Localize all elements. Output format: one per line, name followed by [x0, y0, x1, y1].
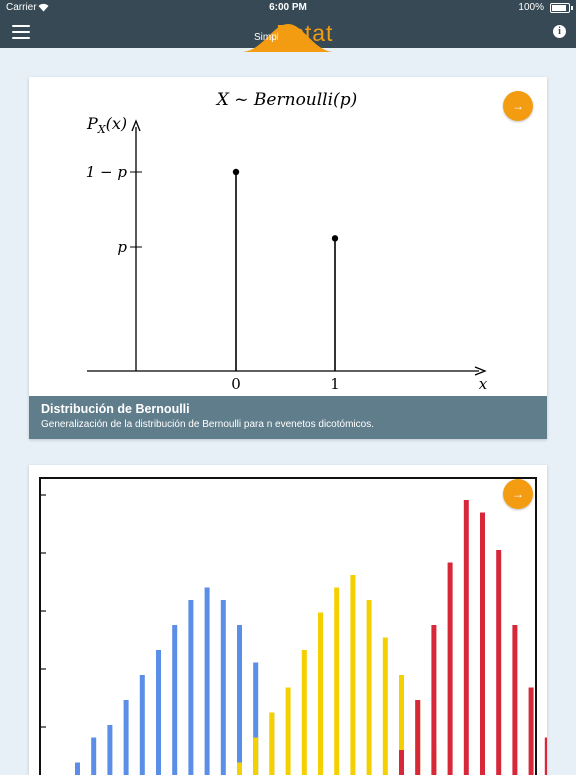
histogram-chart — [29, 465, 547, 775]
y-tick-label: p — [117, 238, 127, 256]
histogram-bar — [512, 625, 517, 775]
clock: 6:00 PM — [0, 2, 576, 13]
x-tick-label: 1 — [330, 375, 340, 393]
chart-stems — [233, 169, 338, 371]
status-bar: Carrier 6:00 PM 100% — [0, 0, 576, 16]
x-tick-label: 0 — [231, 375, 241, 393]
histogram-bar — [496, 550, 501, 775]
card-caption: Distribución de Bernoulli Generalización… — [29, 396, 547, 439]
stem-point — [233, 169, 239, 175]
histogram-bar — [91, 738, 96, 775]
card-title: Distribución de Bernoulli — [41, 402, 190, 416]
x-axis-label: x — [479, 375, 488, 393]
card-subtitle: Generalización de la distribución de Ber… — [41, 419, 374, 430]
nav-bar: Simpl Estat i — [0, 16, 576, 48]
chart-heading: X ~ Bernoulli(p) — [215, 90, 357, 110]
app-logo: Simpl Estat — [243, 22, 333, 54]
histogram-bar — [75, 763, 80, 775]
y-axis-label: PX(x) — [86, 114, 127, 136]
open-card-button[interactable]: → — [503, 479, 533, 509]
histogram-bar — [140, 675, 145, 775]
histogram-bar — [124, 700, 129, 775]
histogram-bar — [237, 763, 242, 775]
histogram-bar — [529, 688, 534, 775]
open-card-button[interactable]: → — [503, 91, 533, 121]
histogram-bar — [415, 700, 420, 775]
menu-icon[interactable] — [12, 25, 30, 39]
histogram-bar — [205, 588, 210, 775]
histogram-bar — [172, 625, 177, 775]
histogram-bar — [286, 688, 291, 775]
stem-point — [332, 235, 338, 241]
histogram-bar — [448, 563, 453, 775]
histogram-bar — [318, 613, 323, 775]
histogram-bar — [156, 650, 161, 775]
histogram-bar — [350, 575, 355, 775]
histogram-bar — [399, 750, 404, 775]
histogram-bar — [188, 600, 193, 775]
histogram-bar — [383, 638, 388, 775]
histogram-bar — [480, 513, 485, 775]
battery-icon — [550, 3, 570, 13]
histogram-bar — [253, 738, 258, 775]
bernoulli-chart: X ~ Bernoulli(p) PX(x) 1 − p p 0 1 x — [29, 77, 547, 397]
histogram-bar — [269, 713, 274, 775]
histogram-bar — [334, 588, 339, 775]
histogram-bar — [431, 625, 436, 775]
histogram-bars — [75, 500, 547, 775]
histogram-card[interactable]: → — [29, 465, 547, 775]
histogram-bar — [367, 600, 372, 775]
histogram-bar — [237, 625, 242, 775]
y-tick-label: 1 − p — [86, 163, 128, 181]
logo-large-text: Estat — [276, 20, 333, 47]
histogram-bar — [545, 738, 547, 775]
histogram-bar — [464, 500, 469, 775]
histogram-bar — [221, 600, 226, 775]
bernoulli-card[interactable]: X ~ Bernoulli(p) PX(x) 1 − p p 0 1 x → D… — [29, 77, 547, 439]
info-icon[interactable]: i — [553, 25, 566, 38]
battery-percentage: 100% — [518, 2, 544, 13]
histogram-bar — [302, 650, 307, 775]
